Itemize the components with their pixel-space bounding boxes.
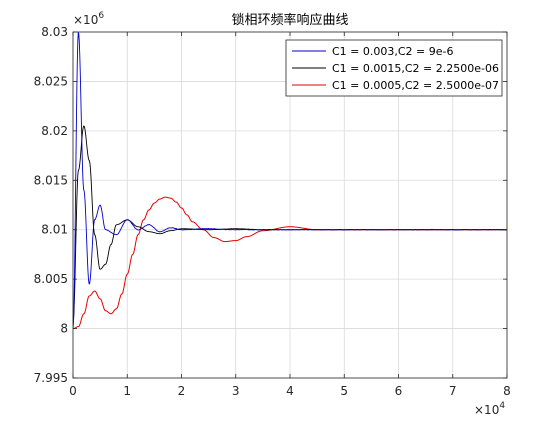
y-exponent-power: 6 (98, 11, 104, 21)
ticks (72, 31, 508, 379)
y-tick-label: 7.995 (34, 371, 68, 385)
y-tick-label: 8.005 (34, 272, 68, 286)
x-tick-label: 1 (123, 384, 131, 398)
legend-label-2: C1 = 0.0015,C2 = 2.2500e-06 (332, 62, 499, 75)
x-exponent-power: 4 (499, 401, 505, 411)
x-exponent-label: ×104 (474, 401, 505, 417)
x-tick-label: 3 (232, 384, 240, 398)
y-tick-label: 8.015 (34, 173, 68, 187)
svg-text:×104: ×104 (474, 401, 505, 417)
x-tick-label: 0 (69, 384, 77, 398)
series-group (73, 32, 507, 330)
y-tick-label: 8.02 (41, 124, 68, 138)
x-tick-label: 8 (503, 384, 511, 398)
x-tick-label: 2 (178, 384, 186, 398)
legend-label-1: C1 = 0.003,C2 = 9e-6 (332, 45, 454, 58)
x-tick-label: 4 (286, 384, 294, 398)
y-tick-label: 8.025 (34, 74, 68, 88)
y-tick-label: 8 (60, 322, 68, 336)
svg-text:×106: ×106 (73, 11, 104, 27)
y-tick-label: 8.03 (41, 25, 68, 39)
x-exponent-base: ×10 (474, 403, 499, 417)
series-line-1 (73, 32, 507, 329)
legend: C1 = 0.003,C2 = 9e-6 C1 = 0.0015,C2 = 2.… (285, 39, 503, 97)
y-exponent-label: ×106 (73, 11, 104, 27)
y-exponent-base: ×10 (73, 13, 98, 27)
x-tick-label: 6 (395, 384, 403, 398)
tick-labels: 0 1 2 3 4 5 6 7 8 7.995 8 8.005 8.01 8.015 8.02 8.025 8.… (34, 25, 511, 398)
legend-label-3: C1 = 0.0005,C2 = 2.5000e-07 (332, 79, 499, 92)
chart-title: 锁相环频率响应曲线 (231, 12, 348, 28)
x-tick-label: 5 (340, 384, 348, 398)
x-tick-label: 7 (449, 384, 457, 398)
y-tick-label: 8.01 (41, 223, 68, 237)
